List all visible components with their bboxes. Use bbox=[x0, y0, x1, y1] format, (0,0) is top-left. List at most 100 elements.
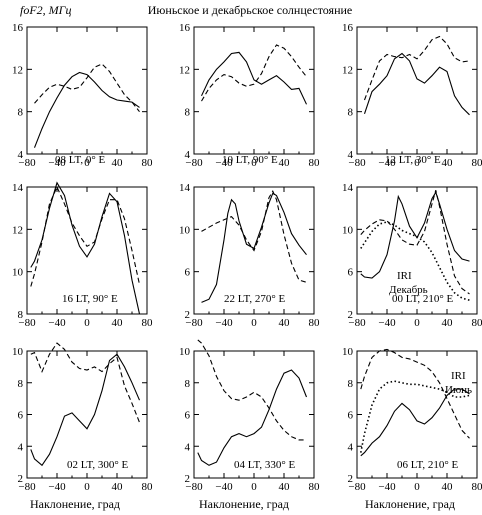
x-axis-label-3: Наклонение, град bbox=[365, 497, 455, 511]
y-tick-label: 14 bbox=[342, 182, 354, 194]
panel-8: −80 −40 0 40 80 2 4 6 8 10 04 LT, 330° E bbox=[179, 339, 321, 493]
panel-label: 04 LT, 330° E bbox=[234, 459, 296, 471]
y-tick-label: 14 bbox=[12, 182, 24, 194]
x-tick-label: −40 bbox=[215, 317, 233, 329]
y-tick-label: 16 bbox=[12, 22, 24, 34]
x-tick-label: 40 bbox=[112, 317, 124, 329]
y-tick-label: 16 bbox=[342, 22, 354, 34]
y-tick-label: 10 bbox=[342, 346, 354, 358]
x-tick-label: −40 bbox=[48, 317, 66, 329]
y-tick-label: 4 bbox=[18, 149, 24, 161]
x-tick-label: 80 bbox=[309, 481, 321, 493]
x-tick-label: −80 bbox=[185, 481, 203, 493]
panel-label: 08 LT, 0° E bbox=[55, 154, 106, 166]
x-tick-label: −40 bbox=[378, 157, 396, 169]
panel-4: −80 −40 0 40 80 8 10 12 14 16 LT, 90° E bbox=[12, 181, 153, 329]
x-tick-label: 80 bbox=[309, 317, 321, 329]
panel-6: −80 −40 0 40 80 2 6 10 14 00 LT, 210° E IRI Декабрь bbox=[342, 182, 482, 329]
y-tick-label: 2 bbox=[185, 473, 191, 485]
series-dashed bbox=[34, 63, 140, 113]
x-tick-label: 80 bbox=[472, 157, 482, 169]
y-tick-label: 8 bbox=[18, 107, 24, 119]
x-tick-label: −40 bbox=[378, 481, 396, 493]
y-tick-label: 4 bbox=[185, 441, 191, 453]
series-dashed bbox=[30, 185, 141, 287]
series-dashed bbox=[30, 342, 141, 423]
x-tick-label: −80 bbox=[185, 317, 203, 329]
y-tick-label: 12 bbox=[342, 64, 353, 76]
y-tick-label: 12 bbox=[12, 64, 23, 76]
x-tick-label: 0 bbox=[251, 317, 257, 329]
panel-frame bbox=[193, 26, 315, 155]
panel-label: 22 LT, 270° E bbox=[224, 293, 286, 305]
y-tick-label: 2 bbox=[348, 309, 354, 321]
x-tick-label: 0 bbox=[251, 157, 257, 169]
y-tick-label: 8 bbox=[18, 309, 24, 321]
y-tick-label: 4 bbox=[348, 441, 354, 453]
x-tick-label: −80 bbox=[18, 317, 36, 329]
x-tick-label: 80 bbox=[309, 157, 321, 169]
series-dotted bbox=[360, 221, 470, 301]
x-tick-label: −80 bbox=[348, 317, 366, 329]
y-tick-label: 8 bbox=[18, 378, 24, 390]
x-tick-label: 80 bbox=[142, 157, 154, 169]
x-tick-label: −80 bbox=[18, 481, 36, 493]
y-tick-label: 8 bbox=[348, 378, 354, 390]
panel-label: 10 LT, 90° E bbox=[222, 154, 278, 166]
panel-9: −80 −40 0 40 80 2 4 6 8 10 06 LT, 210° E IRI Июнь bbox=[342, 346, 482, 493]
x-tick-label: −40 bbox=[215, 481, 233, 493]
x-tick-label: 0 bbox=[414, 317, 420, 329]
x-tick-label: −40 bbox=[48, 157, 66, 169]
y-tick-label: 8 bbox=[185, 107, 191, 119]
y-tick-label: 6 bbox=[348, 410, 354, 422]
panel-7: −80 −40 0 40 80 2 4 6 8 10 02 LT, 300° E bbox=[12, 342, 153, 493]
y-tick-label: 8 bbox=[185, 378, 191, 390]
x-tick-label: 0 bbox=[251, 481, 257, 493]
x-tick-label: 0 bbox=[84, 481, 90, 493]
x-tick-label: 0 bbox=[84, 157, 90, 169]
y-tick-label: 12 bbox=[12, 224, 23, 236]
panel-frame bbox=[26, 26, 148, 155]
x-tick-label: −80 bbox=[18, 157, 36, 169]
y-tick-label: 10 bbox=[342, 224, 354, 236]
series-solid bbox=[33, 71, 140, 148]
y-tick-label: 16 bbox=[179, 22, 191, 34]
y-tick-label: 12 bbox=[179, 64, 190, 76]
y-tick-label: 2 bbox=[185, 309, 191, 321]
x-tick-label: 40 bbox=[442, 317, 454, 329]
x-tick-label: 40 bbox=[442, 481, 454, 493]
series-solid bbox=[30, 353, 141, 467]
x-tick-label: 0 bbox=[84, 317, 90, 329]
x-tick-label: 40 bbox=[279, 317, 291, 329]
panel-label: 00 LT, 210° E bbox=[392, 293, 454, 305]
annotation-label: IRI bbox=[451, 370, 466, 382]
x-tick-label: 80 bbox=[472, 317, 482, 329]
y-tick-label: 6 bbox=[185, 410, 191, 422]
y-tick-label: 6 bbox=[18, 410, 24, 422]
panel-1: −80 −40 0 40 80 4 8 12 16 08 LT, 0° E bbox=[12, 22, 153, 169]
panel-frame bbox=[356, 26, 478, 155]
y-tick-label: 14 bbox=[179, 182, 191, 194]
y-tick-label: 10 bbox=[179, 224, 191, 236]
panel-label: 12 LT, 30° E bbox=[385, 154, 441, 166]
series-solid bbox=[201, 192, 307, 303]
x-tick-label: −80 bbox=[348, 157, 366, 169]
series-solid bbox=[360, 190, 470, 279]
x-tick-label: 40 bbox=[112, 157, 124, 169]
y-tick-label: 4 bbox=[185, 149, 191, 161]
series-solid bbox=[201, 51, 307, 105]
series-dashed bbox=[197, 339, 307, 441]
y-tick-label: 4 bbox=[348, 149, 354, 161]
y-tick-label: 2 bbox=[348, 473, 354, 485]
x-tick-label: 40 bbox=[442, 157, 454, 169]
x-axis-label-2: Наклонение, град bbox=[199, 497, 289, 511]
y-axis-label: foF2, МГц bbox=[20, 3, 72, 17]
x-tick-label: 40 bbox=[112, 481, 124, 493]
x-tick-label: 40 bbox=[279, 157, 291, 169]
annotation-label: Июнь bbox=[445, 384, 472, 396]
y-tick-label: 10 bbox=[12, 267, 24, 279]
panel-2: −80 −40 0 40 80 4 8 12 16 10 LT, 90° E bbox=[179, 22, 320, 169]
series-solid bbox=[360, 388, 470, 457]
y-tick-label: 10 bbox=[12, 346, 24, 358]
